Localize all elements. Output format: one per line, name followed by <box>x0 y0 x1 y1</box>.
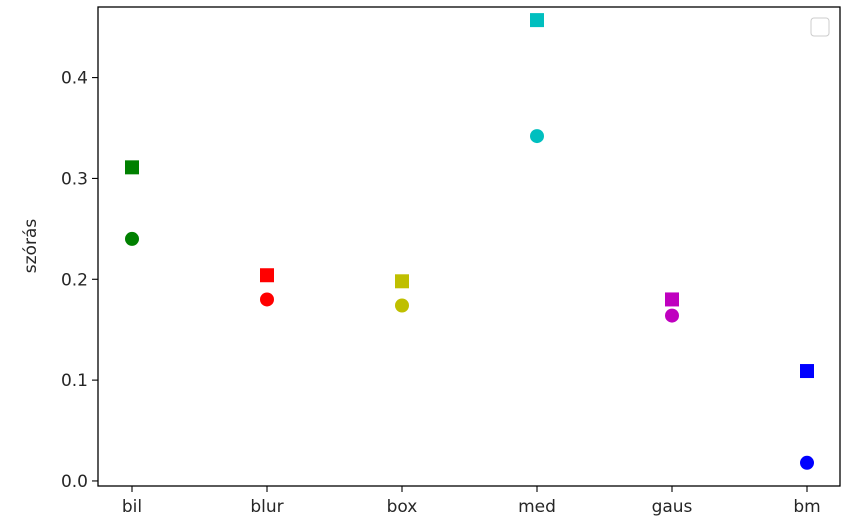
circle-marker <box>125 231 139 246</box>
x-tick-label: bil <box>122 497 142 517</box>
square-marker <box>260 268 274 283</box>
square-marker <box>800 364 814 379</box>
plot-frame <box>97 6 841 487</box>
x-tick-label: med <box>518 497 556 517</box>
circle-marker <box>260 292 274 307</box>
y-tick-label: 0.3 <box>61 169 88 189</box>
x-tick-label: box <box>387 497 418 517</box>
y-axis-label: szórás <box>21 219 41 274</box>
circle-marker <box>800 455 814 470</box>
x-tick-label: bm <box>793 497 820 517</box>
circle-marker <box>665 308 679 323</box>
square-marker <box>125 160 139 175</box>
x-tick-label: gaus <box>652 497 693 517</box>
axes-layer: bil blur box med gaus bm 0.0 0.1 0.2 0.3 0.4 <box>61 69 821 517</box>
y-tick-label: 0.4 <box>61 69 88 89</box>
x-tick-label: blur <box>250 497 283 517</box>
legend-box <box>810 17 830 37</box>
square-marker <box>395 274 409 289</box>
y-tick-label: 0.1 <box>61 371 88 391</box>
square-marker <box>530 13 544 28</box>
y-tick-label: 0.0 <box>61 472 88 492</box>
y-tick-label: 0.2 <box>61 270 88 290</box>
marks-layer <box>125 13 814 470</box>
circle-marker <box>395 298 409 313</box>
square-marker <box>665 292 679 307</box>
circle-marker <box>530 129 544 144</box>
